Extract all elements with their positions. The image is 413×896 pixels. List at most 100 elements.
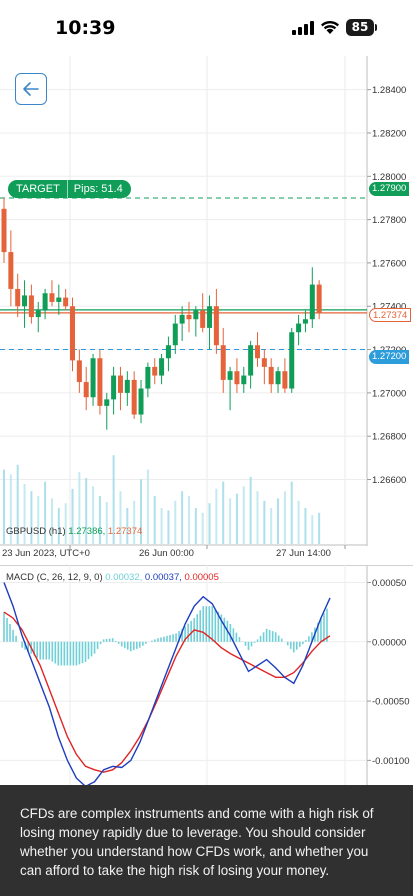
candle-bullish: [90, 358, 96, 398]
macd-histogram-bar: [48, 641, 51, 660]
volume-bar: [181, 491, 184, 544]
macd-tick-label: -0.00100: [372, 756, 410, 767]
macd-histogram-bar: [57, 641, 60, 666]
candle-bearish: [220, 345, 226, 380]
candle-bearish: [1, 208, 7, 253]
candle-bullish: [302, 319, 308, 324]
volume-bar: [146, 469, 149, 544]
candle-bullish: [138, 388, 144, 415]
macd-histogram-bar: [247, 641, 250, 651]
macd-histogram-bar: [27, 641, 29, 652]
ask-value: 1.27374: [107, 526, 143, 537]
macd-histogram-bar: [45, 641, 48, 660]
back-button[interactable]: [15, 73, 47, 105]
macd-histogram-bar: [21, 641, 23, 648]
macd-histogram-bar: [317, 622, 319, 642]
candle-bullish: [42, 293, 48, 311]
macd-tick-label: 0.00000: [372, 637, 406, 648]
macd-histogram-bar: [244, 641, 247, 646]
date-label: 23 Jun 2023, UTC+0: [2, 548, 90, 559]
macd-histogram-bar: [24, 641, 26, 650]
macd-chart[interactable]: 0.00050 0.00000 -0.00050 -0.00100: [0, 565, 413, 795]
macd-histogram-bar: [129, 641, 132, 652]
volume-bar: [249, 476, 252, 544]
volume-bar: [9, 474, 12, 544]
macd-histogram-bar: [172, 634, 174, 642]
candle-bearish: [15, 288, 21, 307]
macd-histogram-bar: [250, 641, 253, 647]
volume-bar: [215, 488, 218, 544]
macd-histogram-bar: [9, 623, 11, 642]
pips-label: Pips: 51.4: [73, 183, 123, 195]
candle-bearish: [254, 345, 260, 359]
target-badge[interactable]: TARGET Pips: 51.4: [8, 180, 131, 198]
macd-histogram-bar: [154, 639, 156, 642]
volume-bar: [194, 508, 197, 544]
volume-bar: [140, 479, 143, 544]
volume-bar: [201, 512, 204, 544]
macd-histogram-bar: [253, 641, 256, 643]
candle-bullish: [275, 371, 281, 385]
volume-bar: [304, 508, 307, 544]
macd-histogram-bar: [166, 635, 168, 642]
candle-bearish: [117, 375, 123, 393]
macd-histogram-bar: [102, 639, 105, 642]
macd-histogram-bar: [117, 641, 120, 644]
macd-histogram-bar: [72, 641, 75, 666]
price-tick-label: 1.26800: [372, 432, 406, 443]
volume-bar: [174, 500, 177, 544]
candle-bullish: [296, 323, 302, 333]
candle-bearish: [200, 310, 206, 328]
macd-histogram-bar: [136, 641, 138, 649]
macd-histogram-bar: [205, 606, 208, 642]
macd-histogram-bar: [289, 641, 292, 649]
macd-histogram-bar: [280, 638, 283, 642]
volume-bar: [153, 496, 156, 544]
price-tick-label: 1.28400: [372, 85, 406, 96]
macd-histogram-bar: [262, 632, 265, 642]
macd-histogram-bar: [259, 635, 262, 642]
macd-histogram-bar: [178, 631, 180, 642]
macd-histogram-bar: [123, 641, 126, 649]
current-price-tag: 1.27374: [369, 308, 412, 322]
price-tick-label: 1.27000: [372, 388, 406, 399]
candle-bullish: [207, 306, 213, 328]
macd-histogram-bar: [142, 641, 144, 646]
macd-histogram-bar: [84, 641, 87, 662]
macd-signal-value: 0.00005: [184, 572, 219, 583]
macd-histogram-bar: [126, 641, 129, 650]
chart-legend: GBPUSD (h1) 1.27386, 1.27374: [6, 526, 142, 537]
volume-bar: [57, 508, 60, 544]
volume-bar: [126, 508, 129, 544]
macd-histogram-bar: [33, 641, 35, 656]
macd-histogram-bar: [202, 606, 205, 642]
macd-histogram-bar: [139, 641, 141, 648]
candle-bearish: [63, 297, 69, 307]
price-chart[interactable]: 1.28400 1.28200 1.28000 1.27800 1.27600 1.274…: [0, 56, 413, 561]
macd-histogram-bar: [187, 623, 189, 642]
volume-bar: [277, 498, 280, 544]
macd-histogram-bar: [196, 614, 198, 642]
candle-bullish: [159, 358, 165, 376]
macd-histogram-bar: [175, 633, 177, 642]
macd-histogram-bar: [308, 636, 310, 642]
macd-histogram-bar: [190, 620, 192, 642]
macd-histogram-bar: [299, 641, 301, 647]
volume-bar: [167, 510, 170, 544]
macd-legend: MACD (C, 26, 12, 9, 0) 0.00032, 0.00037,…: [6, 572, 219, 583]
macd-histogram-bar: [169, 635, 171, 642]
macd-histogram-bar: [87, 641, 90, 660]
volume-bar: [283, 491, 286, 544]
candle-bullish: [104, 399, 110, 406]
macd-histogram-bar: [274, 632, 277, 642]
candle-bearish: [28, 295, 34, 318]
candle-bearish: [186, 314, 192, 320]
macd-histogram-bar: [311, 632, 313, 642]
candle-bullish: [111, 375, 117, 400]
candle-bullish: [145, 366, 151, 389]
volume-bar: [85, 478, 88, 544]
volume-bar: [92, 486, 95, 544]
candle-bearish: [234, 371, 240, 385]
macd-histogram-bar: [69, 641, 72, 666]
macd-histogram-bar: [305, 640, 307, 642]
